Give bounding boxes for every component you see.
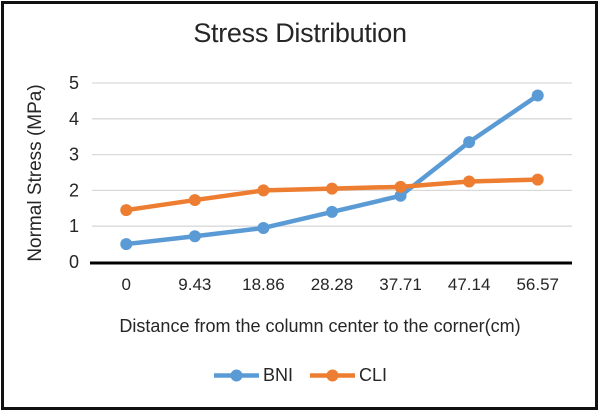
data-point-CLI xyxy=(531,173,544,186)
data-point-BNI xyxy=(394,189,407,202)
data-point-CLI xyxy=(394,180,407,193)
data-point-CLI xyxy=(120,204,133,217)
data-point-CLI xyxy=(188,194,201,207)
data-point-BNI xyxy=(463,136,476,149)
legend-marker-CLI xyxy=(310,369,355,382)
legend-label-BNI: BNI xyxy=(262,365,293,385)
data-point-BNI xyxy=(188,230,201,243)
data-point-BNI xyxy=(257,221,270,234)
data-point-BNI xyxy=(531,89,544,102)
x-tick-label: 18.86 xyxy=(242,275,285,294)
legend: BNI CLI xyxy=(0,365,600,386)
y-tick-label: 1 xyxy=(69,216,79,236)
y-tick-label: 0 xyxy=(69,252,79,272)
series-line-BNI xyxy=(124,93,540,247)
x-axis-title: Distance from the column center to the c… xyxy=(119,316,521,336)
chart-title: Stress Distribution xyxy=(193,18,407,48)
x-tick-label: 56.57 xyxy=(516,275,559,294)
x-tick-label: 28.28 xyxy=(311,275,354,294)
data-point-BNI xyxy=(120,238,133,251)
x-tick-label: 37.71 xyxy=(379,275,422,294)
x-tick-label: 47.14 xyxy=(448,275,491,294)
y-tick-label: 5 xyxy=(69,73,79,93)
data-point-BNI xyxy=(326,205,338,218)
data-point-CLI xyxy=(326,182,338,195)
data-point-CLI xyxy=(463,175,476,188)
y-tick-label: 3 xyxy=(69,145,79,165)
y-tick-label: 2 xyxy=(69,180,79,200)
y-tick-label: 4 xyxy=(69,109,79,129)
legend-marker-BNI xyxy=(213,369,259,382)
x-tick-label: 0 xyxy=(122,275,131,294)
data-point-CLI xyxy=(257,184,270,197)
x-tick-label: 9.43 xyxy=(178,275,211,294)
legend-item-BNI: BNI xyxy=(213,365,293,386)
legend-item-CLI: CLI xyxy=(309,365,387,386)
legend-label-CLI: CLI xyxy=(359,365,388,385)
